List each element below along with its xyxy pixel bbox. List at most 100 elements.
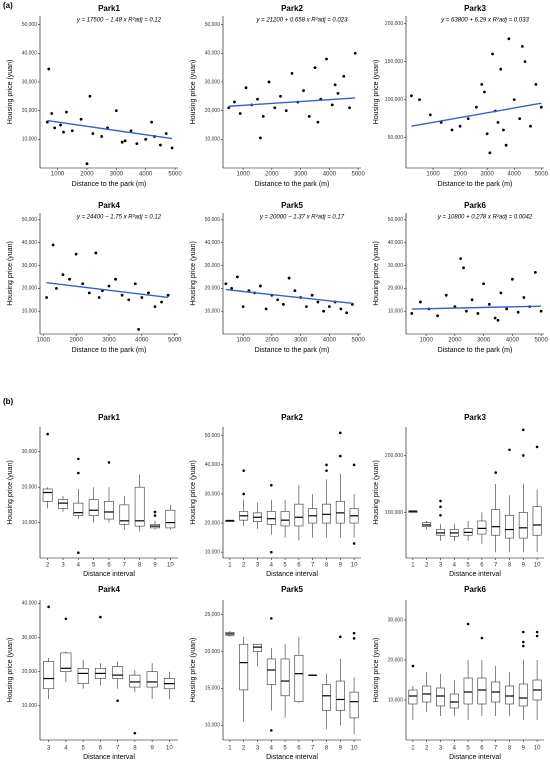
point	[290, 71, 294, 75]
point	[293, 289, 297, 293]
outlier	[77, 471, 80, 475]
x-tick-label: 3	[439, 563, 443, 569]
y-axis-label: Housing price (yuan)	[373, 638, 380, 703]
y-tick-label: 40,000	[205, 51, 221, 57]
point	[227, 106, 231, 110]
point	[504, 143, 508, 147]
x-tick-label: 4000	[323, 338, 337, 344]
y-tick-label: 20,000	[205, 286, 221, 292]
outlier	[107, 461, 111, 464]
point	[127, 298, 131, 302]
point	[235, 275, 239, 279]
point	[491, 52, 494, 56]
point	[520, 45, 524, 48]
chart-title: Park3	[464, 4, 486, 13]
point	[120, 140, 124, 144]
point	[307, 114, 311, 118]
fit-line	[411, 102, 542, 127]
x-tick-label: 3000	[102, 338, 116, 344]
point	[529, 124, 532, 128]
x-axis-label: Distance interval	[266, 754, 318, 761]
x-tick-label: 5	[283, 563, 287, 569]
point	[487, 302, 491, 306]
y-tick-label: 50,000	[22, 217, 38, 223]
x-axis-label: Distance to the park (m)	[72, 347, 147, 354]
x-tick-label: 3000	[477, 338, 491, 344]
point	[512, 98, 516, 101]
x-tick-label: 1000	[426, 172, 440, 178]
point	[466, 117, 470, 120]
chart-title: Park4	[98, 201, 120, 210]
point	[353, 51, 357, 55]
y-tick-label: 30,000	[22, 635, 38, 641]
outlier	[522, 630, 525, 634]
y-tick-label: 40,000	[205, 462, 221, 468]
x-tick-label: 2	[242, 746, 246, 752]
annotation: y = 10800 + 0.278 x R²adj = 0.0042	[437, 215, 533, 221]
x-axis-label: Distance to the park (m)	[438, 347, 513, 354]
point	[150, 120, 153, 124]
box	[322, 684, 331, 711]
x-tick-label: 8	[325, 746, 329, 752]
x-tick-label: 4	[270, 563, 274, 569]
y-tick-label: 200,000	[385, 453, 403, 459]
outlier	[270, 617, 273, 620]
x-tick-label: 4	[270, 746, 274, 752]
point	[164, 132, 168, 135]
box	[505, 514, 514, 539]
y-tick-label: 30,000	[22, 263, 38, 269]
chart-title: Park6	[464, 201, 486, 210]
point	[304, 305, 308, 309]
x-tick-label: 4	[453, 563, 457, 569]
box	[60, 652, 72, 673]
y-tick-label: 20,000	[388, 286, 404, 292]
outlier	[116, 699, 119, 703]
outlier	[242, 469, 245, 472]
x-tick-label: 1000	[236, 338, 250, 344]
x-tick-label: 7	[116, 746, 120, 752]
outlier	[339, 431, 342, 435]
point	[488, 151, 492, 155]
box	[134, 486, 145, 527]
x-tick-label: 10	[351, 746, 358, 752]
x-tick-label: 1000	[37, 338, 51, 344]
x-axis-label: Distance to the park (m)	[72, 181, 147, 188]
box	[408, 689, 418, 705]
y-tick-label: 15,000	[205, 686, 221, 692]
point	[264, 307, 268, 311]
point	[158, 143, 162, 147]
outlier	[439, 505, 442, 509]
x-tick-label: 5	[92, 563, 96, 569]
y-tick-label: 10,000	[22, 703, 38, 709]
point	[418, 300, 422, 304]
point	[85, 162, 89, 166]
x-tick-label: 9	[153, 563, 157, 569]
point	[107, 284, 111, 288]
box	[112, 666, 124, 679]
chart-title: Park2	[281, 4, 303, 13]
x-tick-label: 5	[466, 746, 470, 752]
y-tick-label: 20,000	[22, 485, 38, 491]
y-axis-label: Housing price (yuan)	[373, 241, 380, 306]
point	[516, 310, 520, 314]
point	[147, 291, 150, 295]
x-tick-label: 1000	[51, 172, 65, 178]
outlier	[535, 630, 539, 634]
annotation: y = 21200 + 0.658 x R²adj = 0.023	[256, 18, 349, 24]
x-tick-label: 4	[453, 746, 457, 752]
y-tick-label: 20,000	[205, 649, 221, 655]
y-tick-label: 200,000	[385, 21, 403, 27]
y-tick-label: 20,000	[22, 108, 38, 114]
outlier	[439, 513, 442, 517]
point	[330, 103, 334, 107]
y-tick-label: 10,000	[205, 308, 221, 314]
point	[100, 135, 104, 138]
point	[496, 318, 500, 322]
x-tick-label: 8	[325, 563, 329, 569]
x-axis-label: Distance interval	[449, 754, 501, 761]
point	[241, 305, 245, 309]
box	[42, 488, 53, 502]
y-tick-label: 40,000	[22, 240, 38, 246]
y-tick-label: 40,000	[388, 240, 404, 246]
